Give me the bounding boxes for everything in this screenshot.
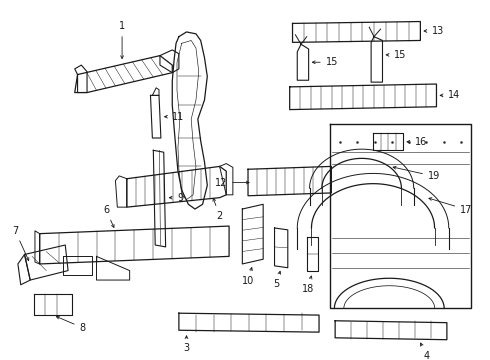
Text: 7: 7 xyxy=(12,226,29,261)
Text: 14: 14 xyxy=(440,90,460,100)
Text: 1: 1 xyxy=(119,21,125,59)
Text: 5: 5 xyxy=(273,271,281,289)
Text: 3: 3 xyxy=(183,336,190,354)
Text: 6: 6 xyxy=(103,205,114,228)
Text: 10: 10 xyxy=(242,267,254,286)
Text: 12: 12 xyxy=(215,177,249,188)
Text: 9: 9 xyxy=(170,193,183,203)
Text: 2: 2 xyxy=(213,198,223,221)
Text: 4: 4 xyxy=(420,343,430,360)
Text: 8: 8 xyxy=(56,316,86,333)
Text: 15: 15 xyxy=(312,57,338,67)
Text: 17: 17 xyxy=(429,198,472,215)
Text: 16: 16 xyxy=(407,137,427,147)
Text: 18: 18 xyxy=(301,276,314,294)
Text: 13: 13 xyxy=(424,26,444,36)
Text: 15: 15 xyxy=(386,50,406,60)
Text: 19: 19 xyxy=(393,166,440,181)
Text: 11: 11 xyxy=(165,112,185,122)
